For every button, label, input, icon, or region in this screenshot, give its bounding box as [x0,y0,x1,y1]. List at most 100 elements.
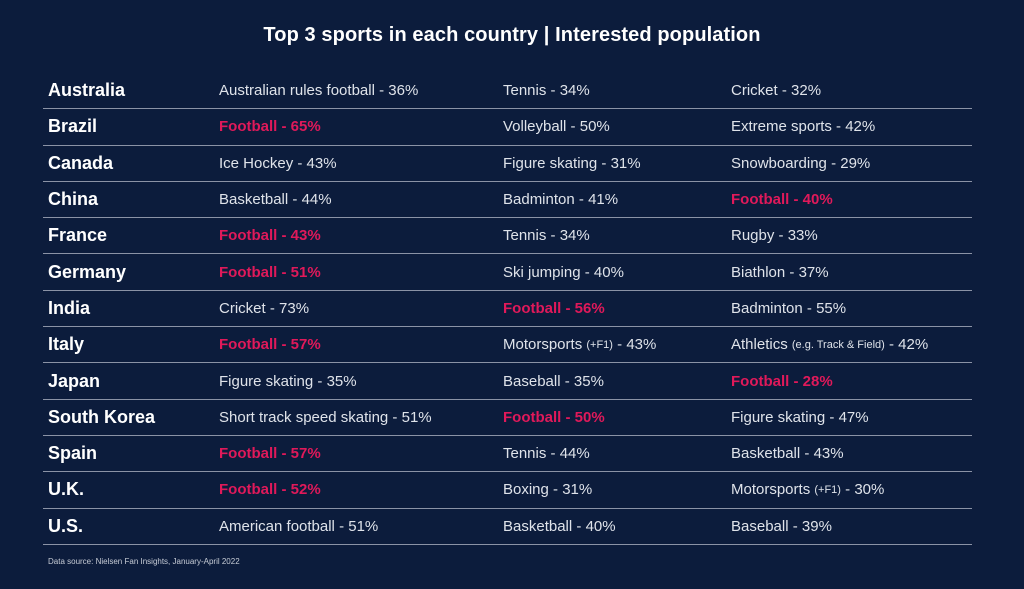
sport-cell-rank-2: Figure skating - 31% [503,146,641,181]
interest-value: 42% [845,118,876,136]
sport-name: Athletics [731,336,788,354]
sport-name: Rugby [731,227,775,245]
sport-cell-rank-3: Badminton - 55% [731,291,846,326]
interest-value: 34% [559,82,590,100]
separator: - [774,227,788,245]
sport-note: (e.g. Track & Field) [791,338,885,351]
separator: - [574,191,589,209]
sport-name: Ice Hockey [219,154,294,172]
separator: - [288,191,302,209]
table-row: Canada Ice Hockey - 43% Figure skating - 3… [43,146,972,182]
interest-value: 34% [559,227,590,245]
interest-value: 51% [290,263,321,281]
sport-cell-rank-1: Football - 65% [219,109,321,144]
interest-value: 43% [290,227,321,245]
sports-table: Australia Australian rules football - 36%… [43,73,972,545]
separator: - [800,445,814,463]
separator: - [560,372,574,390]
interest-value: 51% [401,408,432,426]
sport-cell-rank-1: Basketball - 44% [219,182,332,217]
separator: - [572,517,586,535]
sport-cell-rank-3: Snowboarding - 29% [731,146,870,181]
sport-name: American football [219,517,335,535]
separator: - [789,372,803,390]
separator: - [566,118,580,136]
sport-name: Extreme sports [731,118,832,136]
sport-cell-rank-1: Football - 57% [219,327,321,362]
separator: - [597,154,611,172]
interest-value: 50% [574,408,605,426]
table-row: France Football - 43% Tennis - 34% Rugby - … [43,218,972,255]
separator: - [789,191,803,209]
interest-value: 43% [626,336,657,354]
sport-name: Football [503,299,562,317]
interest-value: 28% [802,372,833,390]
interest-value: 44% [559,445,590,463]
interest-value: 29% [840,154,871,172]
sport-cell-rank-2: Football - 56% [503,291,605,326]
sport-cell-rank-1: Short track speed skating - 51% [219,400,432,435]
sport-cell-rank-2: Motorsports (+F1) - 43% [503,327,656,362]
interest-value: 40% [593,263,624,281]
table-row: Japan Figure skating - 35% Baseball - 35% F… [43,363,972,400]
sport-cell-rank-2: Tennis - 34% [503,218,590,253]
interest-value: 32% [791,82,822,100]
interest-value: 55% [816,299,847,317]
sport-name: Baseball [731,517,789,535]
sport-name: Biathlon [731,263,786,281]
table-row: Australia Australian rules football - 36%… [43,73,972,110]
separator: - [802,299,817,317]
sport-name: Football [219,481,278,499]
sport-name: Baseball [503,372,561,390]
sport-cell-rank-1: American football - 51% [219,509,378,544]
separator: - [546,445,560,463]
country-label: Japan [48,370,101,391]
interest-value: 47% [838,408,869,426]
sport-cell-rank-1: Cricket - 73% [219,291,309,326]
sport-name: Football [219,336,278,354]
sport-cell-rank-3: Athletics (e.g. Track & Field) - 42% [731,327,928,362]
sport-name: Short track speed skating [219,408,389,426]
table-row: U.K. Football - 52% Boxing - 31% Motorsport… [43,472,972,509]
interest-value: 73% [279,299,310,317]
sport-name: Basketball [731,445,801,463]
separator: - [374,82,389,100]
sport-name: Cricket [219,299,266,317]
separator: - [277,263,291,281]
separator: - [825,408,839,426]
separator: - [277,118,291,136]
separator: - [293,154,307,172]
sport-name: Figure skating [503,154,598,172]
interest-value: 31% [610,154,641,172]
interest-value: 36% [388,82,419,100]
separator: - [277,227,291,245]
interest-value: 31% [562,481,593,499]
separator: - [334,517,349,535]
separator: - [277,445,291,463]
sport-cell-rank-3: Cricket - 32% [731,73,821,108]
sport-cell-rank-1: Australian rules football - 36% [219,73,418,108]
interest-value: 51% [348,517,379,535]
sport-cell-rank-1: Football - 43% [219,218,321,253]
sport-note: (+F1) [586,338,613,351]
sport-name: Motorsports [731,481,811,499]
separator: - [277,481,291,499]
sport-cell-rank-2: Badminton - 41% [503,182,618,217]
sport-cell-rank-1: Football - 51% [219,254,321,289]
sport-cell-rank-2: Tennis - 34% [503,73,590,108]
separator: - [826,154,841,172]
sport-name: Snowboarding [731,154,827,172]
sport-cell-rank-3: Motorsports (+F1) - 30% [731,472,884,507]
sport-name: Tennis [503,227,547,245]
interest-value: 37% [798,263,829,281]
country-label: Australia [48,80,126,101]
separator: - [785,263,799,281]
table-row: Brazil Football - 65% Volleyball - 50% Extr… [43,109,972,146]
interest-value: 39% [801,517,832,535]
sport-cell-rank-3: Extreme sports - 42% [731,109,875,144]
country-label: France [48,225,108,246]
country-label: Brazil [48,116,98,137]
interest-value: 57% [290,445,321,463]
interest-value: 56% [574,299,605,317]
interest-value: 57% [290,336,321,354]
